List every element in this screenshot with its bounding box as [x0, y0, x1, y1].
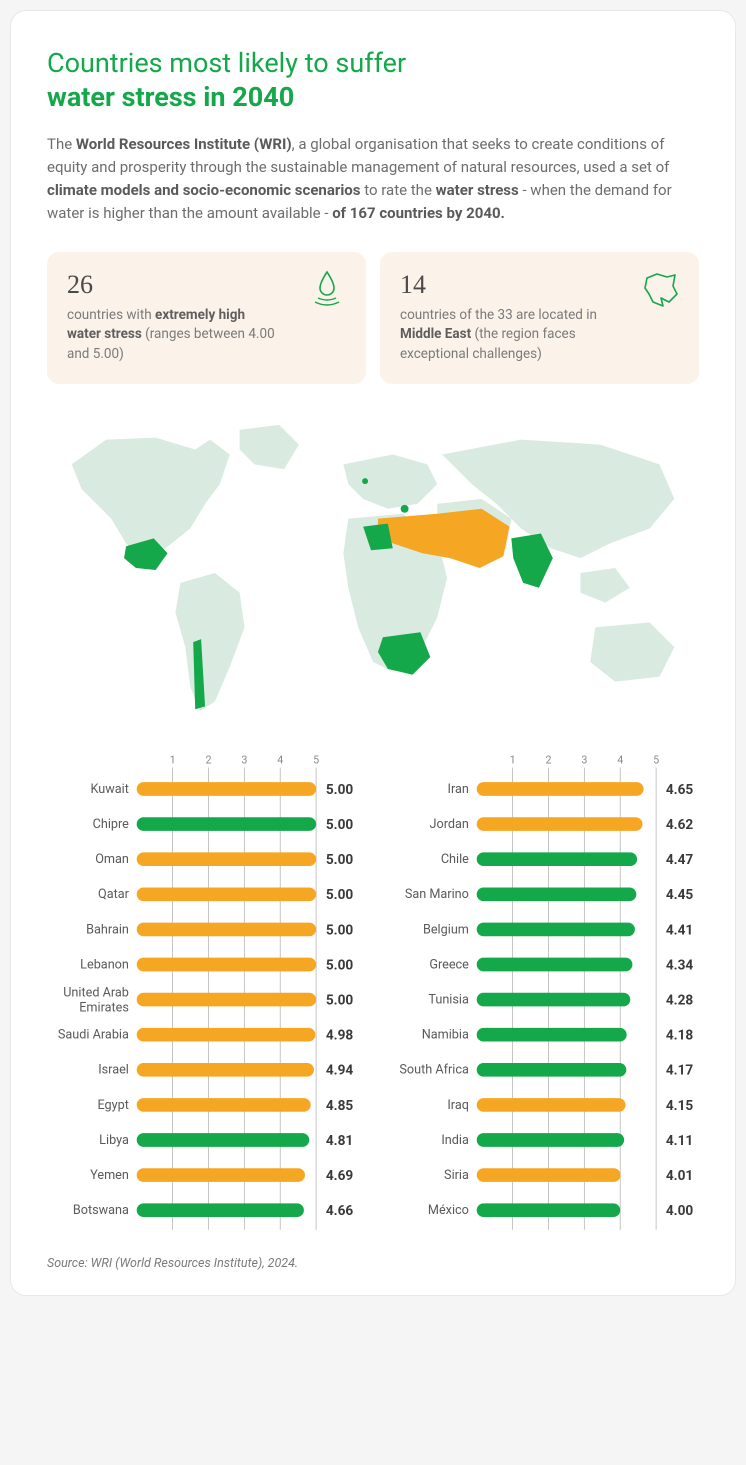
svg-text:4.34: 4.34	[666, 958, 694, 974]
svg-text:Botswana: Botswana	[73, 1203, 129, 1218]
svg-text:1: 1	[510, 754, 516, 767]
svg-text:4.98: 4.98	[326, 1028, 354, 1044]
stat-text: countries of the 33 are located in Middl…	[400, 306, 610, 365]
infographic-card: Countries most likely to suffer water st…	[10, 10, 736, 1296]
svg-text:Libya: Libya	[99, 1133, 129, 1148]
svg-text:5.00: 5.00	[326, 923, 354, 939]
stat-number: 26	[67, 270, 346, 300]
bar-chart-right: 1 2 3 4 5 Iran 4.65 Jordan 4.62 Chile 4.47 San Mari…	[387, 750, 699, 1238]
svg-text:Belgium: Belgium	[423, 923, 469, 938]
bar-chart-left: 1 2 3 4 5 Kuwait 5.00 Chipre 5.00 Oman 5.00 Qatar 5.…	[47, 750, 359, 1238]
svg-text:4.00: 4.00	[666, 1203, 694, 1219]
svg-text:5: 5	[653, 754, 659, 767]
water-drop-icon	[306, 268, 348, 310]
svg-text:India: India	[441, 1133, 469, 1148]
svg-text:Iraq: Iraq	[447, 1098, 469, 1113]
svg-text:Iran: Iran	[448, 782, 469, 797]
svg-text:5.00: 5.00	[326, 817, 354, 833]
svg-text:4.41: 4.41	[666, 923, 693, 939]
svg-text:4.69: 4.69	[326, 1168, 354, 1184]
svg-text:South Africa: South Africa	[399, 1063, 469, 1078]
stat-text: countries with extremely high water stre…	[67, 306, 277, 365]
svg-text:United ArabEmirates: United ArabEmirates	[63, 986, 129, 1016]
svg-text:2: 2	[205, 754, 211, 767]
svg-text:Tunisia: Tunisia	[428, 993, 469, 1008]
svg-text:Qatar: Qatar	[98, 887, 130, 902]
stat-card-1: 26 countries with extremely high water s…	[47, 252, 366, 385]
svg-text:4.66: 4.66	[326, 1203, 354, 1219]
intro-paragraph: The World Resources Institute (WRI), a g…	[47, 133, 699, 226]
svg-text:4.18: 4.18	[666, 1028, 694, 1044]
svg-text:3: 3	[241, 754, 247, 767]
svg-text:4.01: 4.01	[666, 1168, 693, 1184]
svg-text:5.00: 5.00	[326, 993, 354, 1009]
page-title: Countries most likely to suffer water st…	[47, 47, 699, 115]
svg-text:5.00: 5.00	[326, 958, 354, 974]
source-line: Source: WRI (World Resources Institute),…	[47, 1256, 699, 1271]
title-line-1: Countries most likely to suffer	[47, 47, 699, 81]
svg-text:4.62: 4.62	[666, 817, 694, 833]
region-shape-icon	[639, 268, 681, 310]
svg-text:4.94: 4.94	[326, 1063, 354, 1079]
svg-text:4.17: 4.17	[666, 1063, 694, 1079]
stat-number: 14	[400, 270, 679, 300]
svg-text:2: 2	[545, 754, 551, 767]
svg-text:5.00: 5.00	[326, 852, 354, 868]
title-line-2: water stress in 2040	[47, 81, 699, 115]
bar-charts: 1 2 3 4 5 Kuwait 5.00 Chipre 5.00 Oman 5.00 Qatar 5.…	[47, 750, 699, 1238]
svg-text:Israel: Israel	[98, 1063, 129, 1078]
svg-text:Bahrain: Bahrain	[86, 923, 129, 938]
world-map	[47, 410, 699, 730]
svg-text:5.00: 5.00	[326, 887, 354, 903]
svg-text:5.00: 5.00	[326, 782, 354, 798]
svg-text:Namibia: Namibia	[422, 1028, 469, 1043]
svg-text:Chipre: Chipre	[93, 817, 130, 832]
svg-text:4.85: 4.85	[326, 1098, 354, 1114]
svg-text:Greece: Greece	[429, 958, 469, 973]
stat-cards-row: 26 countries with extremely high water s…	[47, 252, 699, 385]
stat-card-2: 14 countries of the 33 are located in Mi…	[380, 252, 699, 385]
svg-text:4.65: 4.65	[666, 782, 694, 798]
svg-text:Jordan: Jordan	[430, 817, 469, 832]
svg-text:4.45: 4.45	[666, 887, 694, 903]
svg-text:4: 4	[277, 754, 283, 767]
svg-text:Saudi Arabia: Saudi Arabia	[58, 1028, 129, 1043]
svg-text:México: México	[428, 1203, 469, 1218]
svg-text:4: 4	[617, 754, 623, 767]
svg-text:Lebanon: Lebanon	[80, 958, 129, 973]
svg-text:4.28: 4.28	[666, 993, 694, 1009]
svg-text:1: 1	[170, 754, 176, 767]
svg-text:5: 5	[313, 754, 319, 767]
svg-text:Kuwait: Kuwait	[91, 782, 129, 797]
svg-text:3: 3	[581, 754, 587, 767]
svg-text:Egypt: Egypt	[97, 1098, 128, 1113]
svg-text:4.11: 4.11	[666, 1133, 693, 1149]
svg-text:Oman: Oman	[95, 852, 129, 867]
svg-text:Chile: Chile	[441, 852, 469, 867]
svg-text:4.81: 4.81	[326, 1133, 353, 1149]
svg-text:San Marino: San Marino	[405, 887, 469, 902]
svg-text:Yemen: Yemen	[90, 1168, 129, 1183]
svg-text:Siria: Siria	[444, 1168, 469, 1183]
svg-text:4.47: 4.47	[666, 852, 694, 868]
svg-text:4.15: 4.15	[666, 1098, 694, 1114]
